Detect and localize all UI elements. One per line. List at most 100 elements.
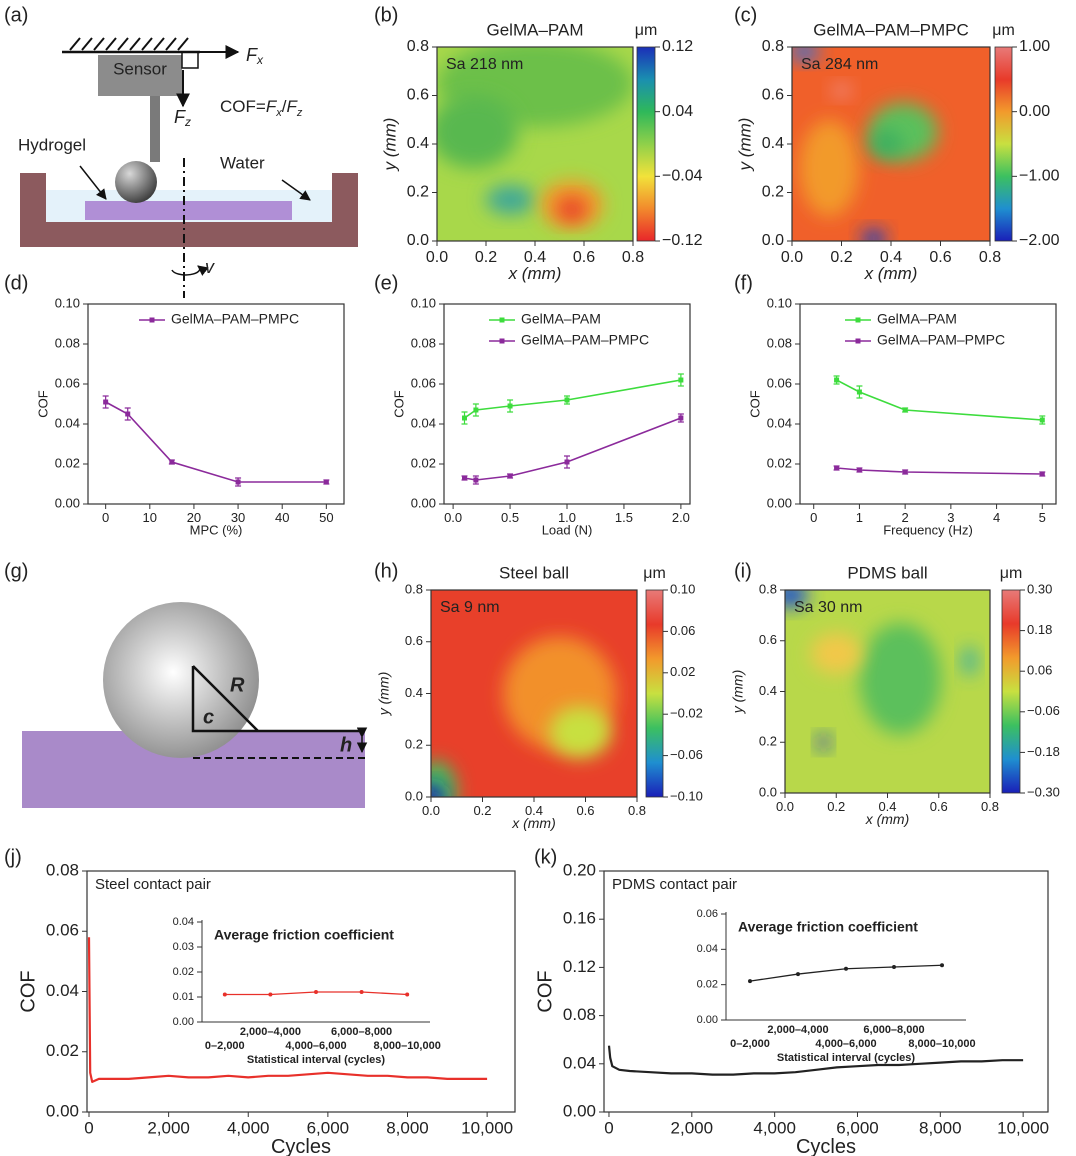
y-tick-label: 0.0 — [405, 788, 423, 803]
y-tick-label: 0.02 — [411, 455, 436, 470]
x-tick-label: 0.0 — [426, 249, 448, 266]
map-title: GelMA–PAM–PMPC — [813, 20, 969, 39]
y-tick-label: 0.6 — [762, 87, 784, 104]
y-tick-label: 0.8 — [407, 38, 429, 55]
formula-num: F — [266, 97, 278, 116]
x-tick-label: 10 — [143, 510, 157, 525]
y-tick-label: 0.04 — [767, 415, 792, 430]
panel-label: (j) — [4, 846, 22, 868]
inset-title: Average friction coefficient — [214, 927, 394, 943]
colorbar — [994, 46, 1013, 242]
y-tick-label: 0.0 — [762, 232, 784, 249]
annotation: Sa 9 nm — [440, 599, 500, 616]
y-tick-label: 0.00 — [173, 1016, 194, 1028]
x-tick-label: 0 — [102, 510, 109, 525]
data-point — [844, 966, 848, 971]
plot-frame — [436, 46, 634, 242]
surface-region — [859, 622, 942, 735]
y-tick-label: 0.06 — [55, 375, 80, 390]
y-tick-label: 0.00 — [697, 1014, 718, 1026]
y-tick-label: 0.02 — [697, 979, 718, 991]
y-tick-label: 0.00 — [55, 495, 80, 510]
data-point — [856, 467, 862, 473]
colorbar-tick-label: −0.02 — [670, 706, 703, 721]
y-tick-label: 0.10 — [411, 295, 436, 310]
y-axis-label: y (mm) — [380, 118, 399, 172]
y-tick-label: 0.8 — [759, 581, 777, 596]
surface-region — [799, 119, 859, 217]
panel-label: (b) — [374, 4, 398, 26]
colorbar-unit: μm — [635, 22, 658, 39]
plot-frame — [784, 589, 991, 794]
y-axis-label: COF — [35, 390, 50, 418]
y-tick-label: 0.06 — [46, 921, 79, 940]
surface-region — [785, 590, 809, 608]
surface-region — [549, 706, 612, 759]
x-axis-label: Cycles — [796, 1136, 856, 1156]
x-tick-label: 0.6 — [930, 799, 948, 814]
y-tick-label: 0.08 — [411, 335, 436, 350]
map-title: PDMS ball — [847, 563, 927, 582]
data-point — [222, 992, 227, 997]
formula-den: F — [286, 97, 298, 116]
y-tick-label: 0.08 — [563, 1005, 596, 1024]
panel-label: (a) — [4, 4, 28, 26]
y-tick-label: 0.16 — [563, 909, 596, 928]
x-tick-label: 0.4 — [878, 799, 896, 814]
colorbar-tick-label: −0.06 — [670, 747, 703, 762]
y-tick-label: 0.04 — [411, 415, 436, 430]
x-tick-label: 2,000–4,000 — [240, 1026, 301, 1038]
legend-label: GelMA–PAM–PMPC — [171, 311, 299, 327]
data-point — [405, 992, 410, 997]
x-tick-label: 50 — [319, 510, 333, 525]
x-tick-label: 2 — [902, 510, 909, 525]
y-tick-label: 0.03 — [173, 941, 194, 953]
sensor-label: Sensor — [113, 59, 167, 78]
y-tick-label: 0.6 — [407, 87, 429, 104]
data-point — [103, 399, 109, 405]
surface-region — [437, 95, 518, 169]
x-tick-label: 0.0 — [781, 249, 803, 266]
x-tick-label: 2.0 — [672, 510, 690, 525]
x-axis-label: Frequency (Hz) — [883, 523, 973, 538]
formula-den-sub: z — [296, 107, 303, 119]
y-tick-label: 0.6 — [405, 633, 423, 648]
series-line — [464, 379, 682, 419]
surface-region — [557, 197, 587, 222]
colorbar-tick-label: 0.06 — [1027, 663, 1052, 678]
x-tick-label: 0.8 — [979, 249, 1001, 266]
surface-region — [868, 129, 904, 159]
fx: F — [246, 45, 258, 65]
plot-frame — [799, 303, 1057, 505]
colorbar-tick-label: 0.04 — [662, 103, 693, 120]
data-point — [1039, 417, 1045, 423]
data-point — [235, 479, 241, 485]
x-axis-label: x (mm) — [865, 811, 910, 827]
colorbar-tick-label: 0.06 — [670, 623, 695, 638]
x-axis-label: Load (N) — [542, 523, 593, 538]
legend-marker — [499, 338, 505, 344]
panel-label: (k) — [534, 846, 557, 868]
y-axis-label: COF — [534, 970, 556, 1012]
formula-lhs: COF= — [220, 97, 266, 116]
data-point — [834, 465, 840, 471]
y-tick-label: 0.8 — [405, 581, 423, 596]
x-tick-label: 8,000 — [919, 1119, 962, 1138]
y-tick-label: 0.04 — [46, 981, 79, 1000]
colorbar-tick-label: −0.18 — [1027, 744, 1060, 759]
data-point — [940, 963, 944, 968]
annotation: Sa 284 nm — [801, 56, 878, 73]
cof-trace — [87, 937, 488, 1083]
y-tick-label: 0.12 — [563, 957, 596, 976]
data-point — [1039, 471, 1045, 477]
x-tick-label: 6,000–8,000 — [863, 1024, 924, 1036]
series-line — [836, 379, 1043, 421]
colorbar — [1001, 589, 1021, 794]
x-tick-label: 0.2 — [830, 249, 852, 266]
fx-label: Fx — [246, 45, 264, 67]
y-tick-label: 0.4 — [762, 135, 784, 152]
legend-label: GelMA–PAM–PMPC — [877, 332, 1005, 348]
colorbar-tick-label: 0.18 — [1027, 622, 1052, 637]
x-tick-label: 2,000 — [147, 1119, 190, 1138]
